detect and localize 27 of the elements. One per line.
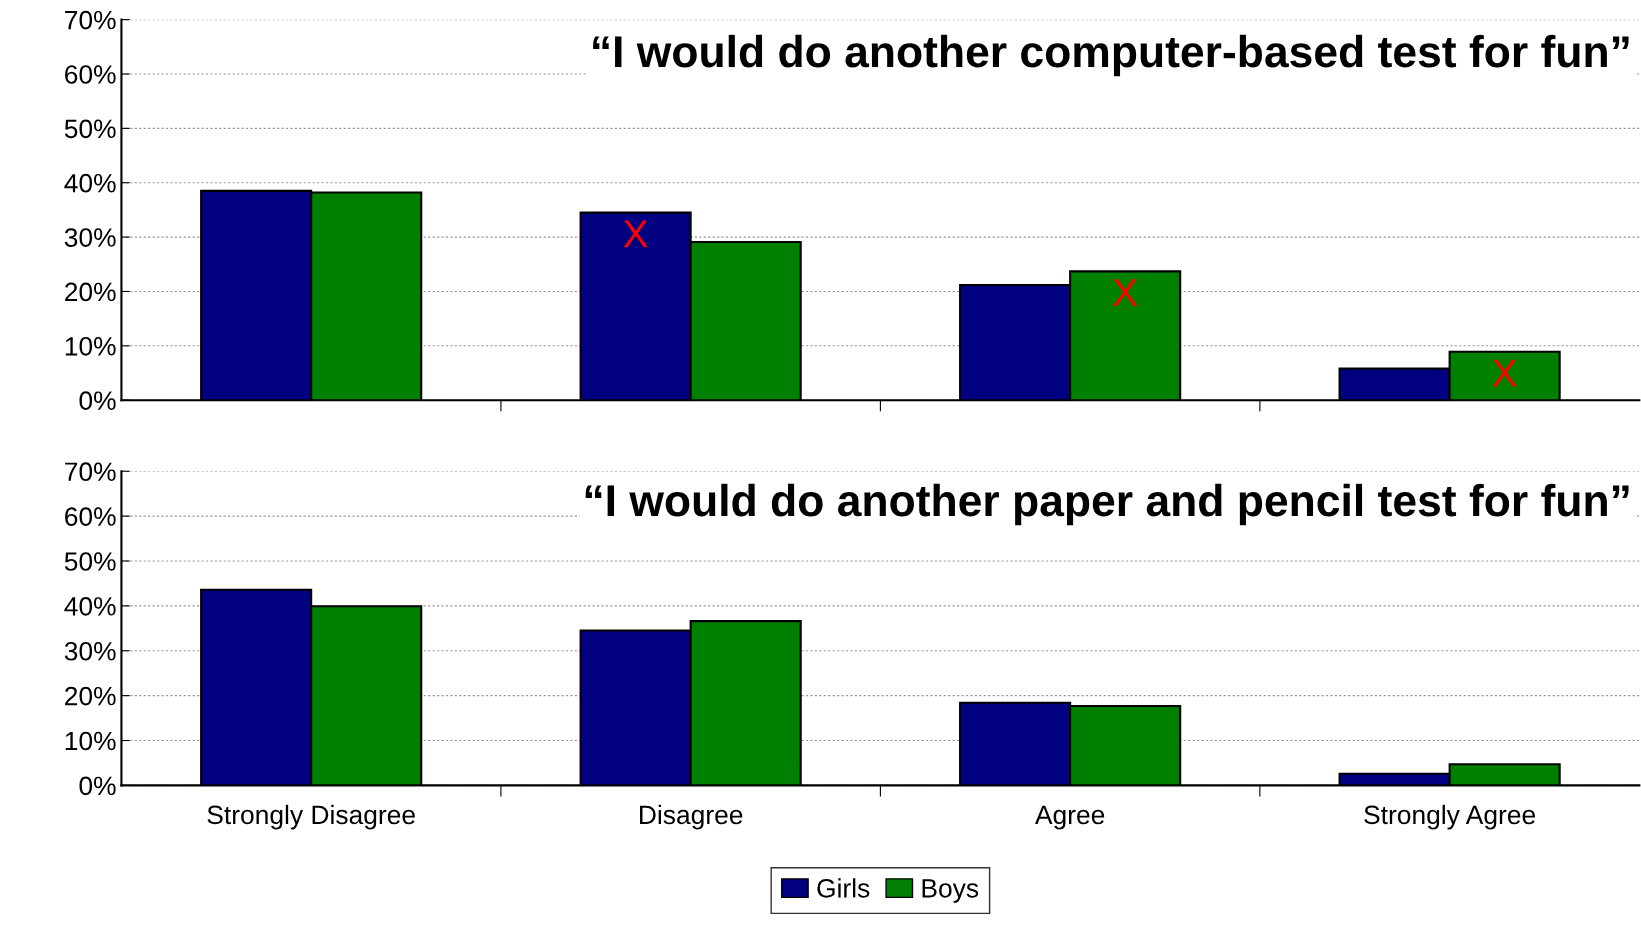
x-tick-label: Disagree [640, 804, 743, 830]
legend-label: Boys [922, 879, 979, 903]
y-tick-label: 10% [65, 336, 116, 356]
y-tick-label: 10% [65, 731, 116, 751]
x-tick-label: Agree [1034, 805, 1105, 830]
y-tick-label: 40% [64, 173, 116, 193]
y-tick-label: 30% [64, 228, 116, 247]
y-tick-label: 70% [65, 462, 116, 482]
x-tick-label: Strongly Disagree [207, 804, 415, 830]
x-tick-label: Strongly Agree [1364, 804, 1535, 830]
y-tick-label: 60% [65, 65, 116, 84]
y-tick-label: 0% [79, 391, 116, 410]
data-label: X [1113, 279, 1138, 307]
y-tick-label: 0% [79, 776, 116, 796]
y-tick-label: 50% [64, 119, 116, 139]
legend-label: Girls [817, 878, 870, 898]
y-tick-label: 30% [64, 641, 116, 661]
chart-title: “I would do another computer-based test for fun” [593, 34, 1629, 77]
y-tick-label: 20% [65, 282, 116, 302]
data-label: X [1492, 359, 1517, 387]
chart-title: “I would do another paper and pencil test for fun” [585, 483, 1629, 526]
y-tick-label: 40% [64, 597, 116, 616]
y-tick-label: 60% [65, 507, 116, 526]
y-tick-label: 50% [64, 552, 116, 571]
data-label: X [623, 220, 648, 248]
y-tick-label: 70% [65, 10, 116, 30]
y-tick-label: 20% [65, 686, 116, 706]
